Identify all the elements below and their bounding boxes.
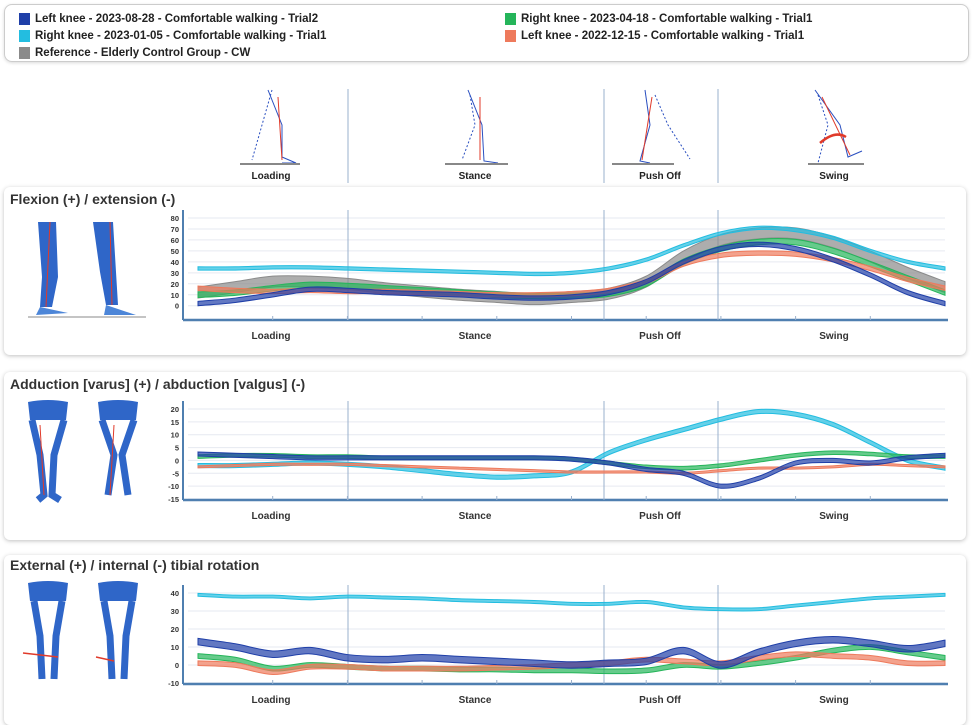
knee-frontal-illustration	[28, 400, 138, 503]
y-tick-label: 70	[171, 225, 179, 234]
swatch	[505, 13, 516, 25]
y-tick-label: -10	[168, 482, 179, 491]
series-band-4	[197, 241, 946, 307]
legend-label: Right knee - 2023-04-18 - Comfortable wa…	[521, 13, 813, 25]
legend-label: Left knee - 2022-12-15 - Comfortable wal…	[521, 30, 805, 42]
phase-label: Stance	[458, 171, 492, 182]
y-tick-label: 10	[171, 431, 179, 440]
x-category-label: Swing	[819, 331, 848, 342]
rotation-chart: -10 0 10 20 30 40 Loading Stance Push Off Swing	[168, 585, 948, 706]
flexion-chart: 0 10 20 30 40 50 60 70 80 Loading Stance Push Off Sw…	[171, 210, 948, 342]
y-tick-label: 0	[175, 661, 179, 670]
x-category-label: Swing	[819, 695, 848, 706]
y-tick-label: -5	[172, 469, 179, 478]
x-category-label: Loading	[252, 695, 291, 706]
y-tick-label: 15	[171, 418, 179, 427]
leg-figure-loading	[240, 89, 300, 165]
series-band-1	[197, 225, 946, 277]
y-tick-label: 20	[171, 405, 179, 414]
swatch	[19, 13, 30, 25]
gait-phase-figures: Loading Stance Push Off Swing	[0, 85, 974, 185]
legend-label: Right knee - 2023-01-05 - Comfortable wa…	[35, 30, 327, 42]
y-tick-label: 5	[175, 444, 179, 453]
swatch	[19, 30, 30, 42]
y-tick-label: 40	[171, 258, 179, 267]
y-tick-label: -10	[168, 679, 179, 688]
y-tick-label: 30	[171, 607, 179, 616]
x-category-label: Push Off	[639, 511, 681, 522]
x-category-label: Push Off	[639, 695, 681, 706]
panel-title: Adduction [varus] (+) / abduction [valgu…	[10, 376, 306, 392]
swatch	[505, 30, 516, 42]
legend: Left knee - 2023-08-28 - Comfortable wal…	[4, 4, 969, 62]
series-band-0	[197, 408, 946, 480]
series-band-2	[197, 462, 946, 475]
series-band-3	[197, 451, 946, 489]
y-tick-label: 50	[171, 247, 179, 256]
x-category-label: Swing	[819, 511, 848, 522]
series-band-3	[197, 636, 946, 669]
y-tick-label: 0	[175, 456, 179, 465]
y-tick-label: 60	[171, 236, 179, 245]
adduction-chart: -15 -10 -5 0 5 10 15 20 Loading Stance Push Off Swi…	[168, 401, 948, 522]
y-tick-label: 40	[171, 589, 179, 598]
tibia-rotation-illustration	[22, 581, 138, 680]
y-tick-label: 20	[171, 625, 179, 634]
x-category-label: Stance	[459, 695, 492, 706]
panel-title: External (+) / internal (-) tibial rotat…	[10, 557, 260, 573]
legend-label: Left knee - 2023-08-28 - Comfortable wal…	[35, 13, 319, 25]
y-tick-label: 20	[171, 280, 179, 289]
leg-figure-swing	[808, 89, 864, 165]
flexion-panel: Flexion (+) / extension (-)	[4, 187, 966, 355]
legend-label: Reference - Elderly Control Group - CW	[35, 47, 251, 59]
x-category-label: Stance	[459, 511, 492, 522]
y-tick-label: 80	[171, 214, 179, 223]
x-category-label: Stance	[459, 331, 492, 342]
y-tick-label: 0	[175, 302, 179, 311]
leg-figure-stance	[445, 89, 508, 165]
swatch	[19, 47, 30, 59]
series-band-0	[197, 592, 946, 612]
y-tick-label: -15	[168, 495, 179, 504]
knee-sagittal-illustration	[28, 221, 146, 318]
panel-title: Flexion (+) / extension (-)	[10, 191, 176, 207]
y-tick-label: 10	[171, 291, 179, 300]
phase-label: Push Off	[639, 171, 681, 182]
x-category-label: Loading	[252, 511, 291, 522]
x-category-label: Push Off	[639, 331, 681, 342]
legend-item[interactable]: Right knee - 2023-04-18 - Comfortable wa…	[505, 13, 812, 25]
legend-item[interactable]: Right knee - 2023-01-05 - Comfortable wa…	[19, 30, 326, 42]
legend-item[interactable]: Left knee - 2022-12-15 - Comfortable wal…	[505, 30, 804, 42]
legend-item[interactable]: Reference - Elderly Control Group - CW	[19, 47, 250, 59]
legend-item[interactable]: Left knee - 2023-08-28 - Comfortable wal…	[19, 13, 318, 25]
y-tick-label: 30	[171, 269, 179, 278]
y-tick-label: 10	[171, 643, 179, 652]
phase-label: Loading	[251, 171, 291, 182]
leg-figure-push-off	[612, 89, 691, 165]
phase-label: Swing	[819, 171, 849, 182]
x-category-label: Loading	[252, 331, 291, 342]
